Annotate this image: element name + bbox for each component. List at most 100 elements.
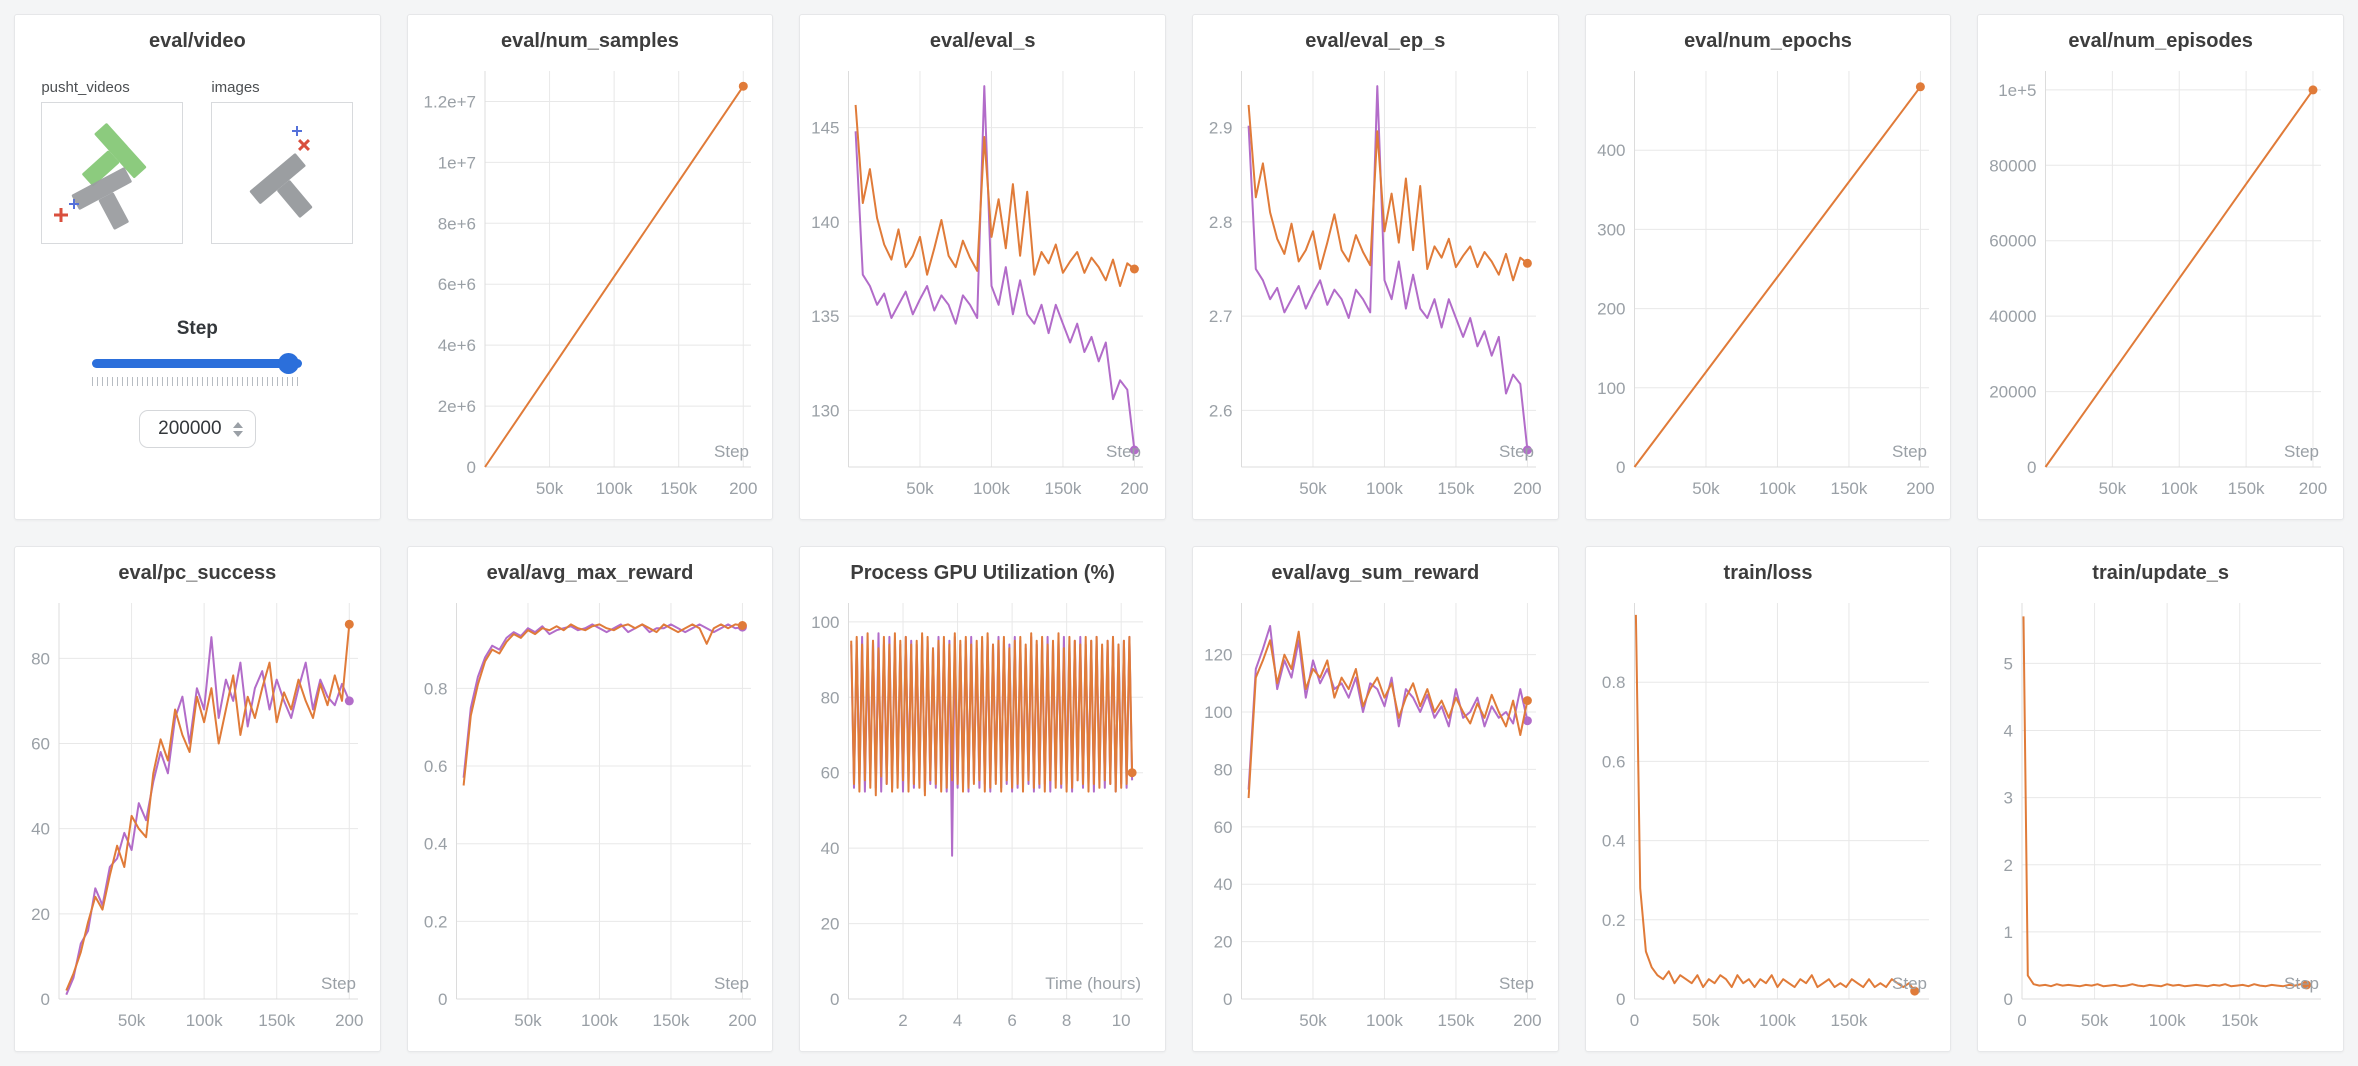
chart-area-eval-num-samples[interactable]: 50k 100k 150k 200 0 2e+6 4e+6 6e+6 8e+6 1e+7 1.2e+… bbox=[408, 57, 773, 519]
chart-area-train-update-s[interactable]: 0 50k 100k 150k 0 1 2 3 4 5 Step bbox=[1978, 589, 2343, 1051]
svg-text:60: 60 bbox=[1214, 818, 1233, 837]
svg-text:0: 0 bbox=[1616, 458, 1625, 477]
step-slider[interactable] bbox=[92, 352, 303, 374]
svg-text:0: 0 bbox=[1223, 990, 1232, 1009]
step-value-input[interactable]: 200000 bbox=[139, 410, 256, 448]
svg-text:8e+6: 8e+6 bbox=[437, 214, 475, 233]
chart-canvas: 0 50k 100k 150k 0 1 2 3 4 5 Step bbox=[2004, 603, 2322, 1030]
chart-area-train-loss[interactable]: 0 50k 100k 150k 0 0.2 0.4 0.6 0.8 Step bbox=[1586, 589, 1951, 1051]
chart-title: train/loss bbox=[1723, 562, 1813, 584]
svg-text:0.8: 0.8 bbox=[1602, 673, 1626, 692]
chart-area-eval-eval-ep-s[interactable]: 50k 100k 150k 200 2.6 2.7 2.8 2.9 Step bbox=[1193, 57, 1558, 519]
series-line-run-purple bbox=[854, 85, 1136, 451]
series-line-run-orange bbox=[1247, 104, 1529, 282]
svg-text:50k: 50k bbox=[118, 1011, 146, 1030]
svg-text:2: 2 bbox=[2004, 856, 2013, 875]
step-slider-knob[interactable] bbox=[278, 353, 300, 374]
svg-text:130: 130 bbox=[811, 401, 839, 420]
chart-canvas: 50k 100k 150k 200 0 0.2 0.4 0.6 0.8 Step bbox=[424, 603, 756, 1030]
media-group-images: images bbox=[211, 79, 354, 244]
series-line-run-purple bbox=[1247, 625, 1529, 790]
gridlines bbox=[2021, 603, 2322, 1000]
step-slider-track[interactable] bbox=[92, 359, 303, 368]
svg-text:200: 200 bbox=[728, 1011, 756, 1030]
chart-area-eval-num-episodes[interactable]: 50k 100k 150k 200 0 20000 40000 60000 80000 1e+5 S… bbox=[1978, 57, 2343, 519]
svg-text:0: 0 bbox=[1629, 1011, 1638, 1030]
svg-text:80: 80 bbox=[31, 649, 50, 668]
series-end-dot-run-orange bbox=[738, 81, 748, 91]
chart-area-eval-avg-sum-reward[interactable]: 50k 100k 150k 200 0 20 40 60 80 100 120 Step bbox=[1193, 589, 1558, 1051]
svg-text:20000: 20000 bbox=[1990, 383, 2037, 402]
chart-canvas: 0 50k 100k 150k 0 0.2 0.4 0.6 0.8 Step bbox=[1602, 603, 1929, 1030]
svg-text:5: 5 bbox=[2004, 654, 2013, 673]
panel-eval-pc-success: eval/pc_success 50k 100k 150k 200 0 20 40 60 80 S… bbox=[14, 546, 381, 1052]
series-line-run-orange bbox=[854, 104, 1136, 287]
axis-tick-labels: 50k 100k 150k 200 0 20 40 60 80 100 120 bbox=[1204, 646, 1541, 1030]
stepper-arrows-icon[interactable] bbox=[232, 421, 243, 437]
svg-text:50k: 50k bbox=[1299, 479, 1327, 498]
chart-title: eval/pc_success bbox=[118, 562, 277, 584]
chart-area-eval-avg-max-reward[interactable]: 50k 100k 150k 200 0 0.2 0.4 0.6 0.8 Step bbox=[408, 589, 773, 1051]
series-line-run-orange bbox=[2022, 616, 2307, 988]
media-label: images bbox=[211, 79, 260, 96]
panel-eval-num-episodes: eval/num_episodes 50k 100k 150k 200 0 20000 40… bbox=[1977, 14, 2344, 520]
target-cross-icon bbox=[298, 138, 311, 152]
svg-text:150k: 150k bbox=[1437, 1011, 1474, 1030]
svg-text:100k: 100k bbox=[1366, 1011, 1403, 1030]
video-thumbnail-pusht[interactable] bbox=[41, 102, 184, 244]
svg-text:100k: 100k bbox=[1759, 479, 1796, 498]
panel-process-gpu-utilization: Process GPU Utilization (%) 2 4 6 8 10 0 20 40 6… bbox=[799, 546, 1166, 1052]
svg-text:2.9: 2.9 bbox=[1209, 119, 1233, 138]
svg-text:50k: 50k bbox=[1692, 479, 1720, 498]
axis-tick-labels: 50k 100k 150k 200 0 20 40 60 80 bbox=[31, 649, 363, 1030]
svg-text:0: 0 bbox=[41, 990, 50, 1009]
svg-text:4e+6: 4e+6 bbox=[437, 336, 475, 355]
svg-text:50k: 50k bbox=[2099, 479, 2127, 498]
x-axis-label: Step bbox=[2284, 974, 2319, 993]
svg-text:0: 0 bbox=[438, 990, 447, 1009]
series-end-dot-run-orange bbox=[1909, 986, 1919, 996]
svg-text:300: 300 bbox=[1597, 220, 1625, 239]
svg-text:150k: 150k bbox=[652, 1011, 689, 1030]
chart-area-eval-pc-success[interactable]: 50k 100k 150k 200 0 20 40 60 80 Step bbox=[15, 589, 380, 1051]
chart-area-process-gpu-utilization[interactable]: 2 4 6 8 10 0 20 40 60 80 100 Time (hours) bbox=[800, 589, 1165, 1051]
step-value[interactable]: 200000 bbox=[158, 418, 222, 439]
svg-text:150k: 150k bbox=[1045, 479, 1082, 498]
svg-text:145: 145 bbox=[811, 119, 839, 138]
chart-title: eval/num_epochs bbox=[1684, 30, 1852, 52]
svg-text:80: 80 bbox=[1214, 760, 1233, 779]
svg-text:6e+6: 6e+6 bbox=[437, 275, 475, 294]
svg-text:150k: 150k bbox=[2228, 479, 2265, 498]
svg-text:20: 20 bbox=[31, 905, 50, 924]
svg-text:0: 0 bbox=[2004, 990, 2013, 1009]
svg-text:100k: 100k bbox=[1759, 1011, 1796, 1030]
series-end-dot-run-orange bbox=[1127, 768, 1137, 778]
series-end-dot-run-orange bbox=[1522, 696, 1532, 706]
panel-train-loss: train/loss 0 50k 100k 150k 0 0.2 0.4 0.6 0.8 Step bbox=[1584, 546, 1952, 1052]
svg-text:50k: 50k bbox=[1692, 1011, 1720, 1030]
series-end-dot-run-orange bbox=[737, 621, 747, 630]
series-end-dot-run-orange bbox=[2308, 85, 2318, 95]
svg-text:200: 200 bbox=[2299, 479, 2327, 498]
svg-text:135: 135 bbox=[811, 307, 839, 326]
target-cross-icon bbox=[54, 208, 69, 222]
series-end-dot-run-orange bbox=[1522, 258, 1532, 268]
svg-text:4: 4 bbox=[953, 1011, 962, 1030]
image-thumbnail-pusht[interactable] bbox=[211, 102, 354, 244]
svg-text:150k: 150k bbox=[2222, 1011, 2259, 1030]
svg-text:0: 0 bbox=[466, 458, 475, 477]
svg-text:400: 400 bbox=[1597, 141, 1625, 160]
svg-text:6: 6 bbox=[1008, 1011, 1017, 1030]
svg-text:100k: 100k bbox=[2149, 1011, 2186, 1030]
panel-eval-eval-s: eval/eval_s 50k 100k 150k 200 130 135 140 145 St… bbox=[799, 14, 1166, 520]
pusht-scene-graphic bbox=[54, 123, 147, 230]
chart-area-eval-num-epochs[interactable]: 50k 100k 150k 200 0 100 200 300 400 Step bbox=[1586, 57, 1951, 519]
x-axis-label: Time (hours) bbox=[1046, 974, 1142, 993]
x-axis-label: Step bbox=[714, 974, 749, 993]
panel-eval-eval-ep-s: eval/eval_ep_s 50k 100k 150k 200 2.6 2.7 2.8 2.… bbox=[1191, 14, 1559, 520]
svg-text:40: 40 bbox=[1214, 875, 1233, 894]
chart-area-eval-eval-s[interactable]: 50k 100k 150k 200 130 135 140 145 Step bbox=[800, 57, 1165, 519]
series-line-run-purple bbox=[65, 636, 351, 996]
